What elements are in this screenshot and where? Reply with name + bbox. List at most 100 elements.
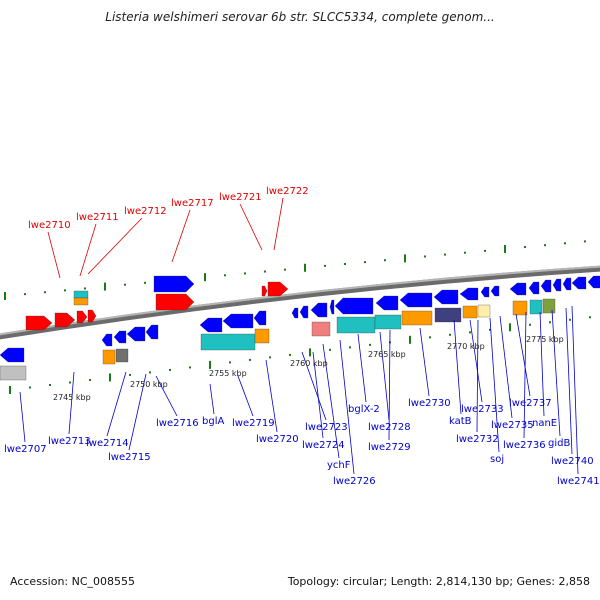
gene-s7[interactable]	[433, 289, 459, 305]
gene-cyan-c[interactable]	[374, 314, 402, 330]
gene-lwe2722[interactable]	[267, 281, 289, 297]
gene-lwe2717[interactable]	[155, 293, 195, 311]
scale-label-2: 2755 kbp	[209, 369, 247, 378]
label-lwe2741-leader	[571, 305, 579, 475]
label-lwe2733: lwe2733	[461, 404, 504, 415]
gene-lwe2710[interactable]	[25, 315, 53, 331]
label-ychf: ychF	[327, 460, 351, 471]
inner-tick	[249, 358, 251, 361]
gene-lwe2713[interactable]	[101, 333, 113, 347]
gene-gidB[interactable]	[542, 298, 556, 314]
gene-lwe2707[interactable]	[0, 347, 25, 363]
gene-cyan-b[interactable]	[336, 316, 376, 334]
inner-tick	[189, 366, 191, 369]
inner-tick	[429, 336, 431, 339]
label-lwe2715: lwe2715	[108, 452, 151, 463]
gene-lwe2733[interactable]	[462, 305, 478, 319]
gene-b3[interactable]	[145, 324, 159, 340]
gene-s12[interactable]	[528, 281, 540, 295]
gene-lwe2729[interactable]	[401, 310, 433, 326]
gene-b1[interactable]	[113, 330, 127, 344]
gene-b2[interactable]	[126, 326, 146, 342]
label-lwe2723: lwe2723	[305, 422, 348, 433]
outer-tick	[364, 261, 366, 264]
label-bglx-2-leader	[357, 333, 367, 403]
gene-s17[interactable]	[587, 275, 600, 289]
scale-label-5: 2770 kbp	[447, 342, 485, 351]
backbone-highlight	[0, 265, 600, 336]
gene-s3[interactable]	[310, 302, 328, 318]
label-lwe2723-leader	[301, 351, 327, 421]
gene-s10[interactable]	[490, 285, 500, 297]
label-lwe2735-leader	[499, 315, 513, 419]
gene-lwe2714[interactable]	[102, 349, 116, 365]
label-lwe2714-leader	[106, 371, 127, 437]
gene-s13[interactable]	[540, 279, 552, 293]
gene-s4[interactable]	[329, 299, 335, 315]
label-lwe2716-leader	[155, 375, 178, 417]
label-lwe2741: lwe2741	[557, 476, 600, 487]
inner-tick	[529, 323, 531, 326]
gene-bglA[interactable]	[199, 317, 223, 333]
gene-lwe2719[interactable]	[253, 310, 267, 326]
outer-tick	[404, 254, 406, 263]
label-lwe2720: lwe2720	[256, 434, 299, 445]
gene-s1[interactable]	[291, 307, 299, 319]
label-lwe2715-leader	[128, 373, 147, 451]
inner-tick	[49, 383, 51, 386]
gene-s16[interactable]	[571, 276, 587, 290]
label-lwe2717-leader	[171, 209, 191, 263]
label-bglx-2: bglX-2	[348, 404, 380, 415]
gene-s5[interactable]	[375, 295, 399, 311]
gene-cyan-a[interactable]	[200, 333, 256, 351]
label-lwe2726: lwe2726	[333, 476, 376, 487]
label-lwe2721: lwe2721	[219, 192, 262, 203]
gene-bglX[interactable]	[334, 297, 374, 315]
gene-katB[interactable]	[434, 307, 462, 323]
gene-nanE[interactable]	[529, 299, 543, 315]
scale-label-6: 2775 kbp	[526, 335, 564, 344]
label-lwe2720-leader	[265, 359, 278, 433]
gene-lwe2712a[interactable]	[76, 310, 88, 324]
outer-tick	[104, 282, 106, 291]
gene-lwe2711[interactable]	[54, 312, 76, 328]
gene-lwe2726[interactable]	[311, 321, 331, 337]
gene-s6[interactable]	[399, 292, 433, 308]
label-lwe2714: lwe2714	[86, 438, 129, 449]
label-lwe2730-leader	[419, 327, 430, 397]
gene-lwe2732[interactable]	[477, 304, 491, 318]
gene-s9[interactable]	[480, 286, 490, 298]
gene-gray-2707[interactable]	[0, 365, 27, 381]
accession-label: Accession: NC_008555	[10, 575, 136, 588]
label-nane-leader	[539, 311, 545, 417]
gene-lwe2715[interactable]	[115, 348, 129, 363]
inner-tick	[149, 371, 151, 374]
gene-s2[interactable]	[299, 305, 309, 319]
gene-s14[interactable]	[552, 278, 562, 292]
outer-tick	[464, 251, 466, 254]
outer-tick	[384, 259, 386, 262]
label-lwe2724-leader	[312, 351, 324, 439]
label-lwe2716: lwe2716	[156, 418, 199, 429]
label-lwe2722-leader	[273, 197, 284, 251]
gene-orange-small[interactable]	[73, 297, 89, 306]
gene-cyan-small[interactable]	[73, 290, 89, 299]
inner-tick	[489, 328, 491, 331]
gene-bglA-2[interactable]	[222, 313, 254, 329]
gene-lwe2712b[interactable]	[87, 309, 97, 323]
inner-tick	[469, 331, 471, 334]
label-leaders	[19, 197, 579, 475]
label-lwe2712: lwe2712	[124, 206, 167, 217]
inner-tick	[209, 360, 211, 369]
label-lwe2737-leader	[515, 313, 531, 397]
gene-lwe2736[interactable]	[512, 300, 528, 316]
gene-lwe2721[interactable]	[261, 285, 268, 297]
gene-s8[interactable]	[459, 287, 479, 301]
gene-s11[interactable]	[509, 282, 527, 296]
outer-tick	[584, 240, 586, 243]
gene-lwe2720[interactable]	[254, 328, 270, 344]
inner-tick	[569, 318, 571, 321]
gene-s15[interactable]	[562, 277, 572, 291]
gene-blue-top[interactable]	[153, 275, 195, 293]
